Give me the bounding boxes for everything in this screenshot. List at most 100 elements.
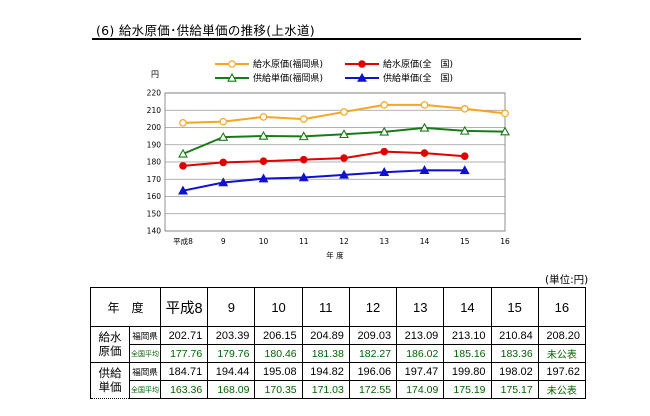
table-group-label-price: 供給 単価	[90, 362, 130, 399]
data-point	[460, 105, 469, 113]
data-point	[179, 162, 187, 170]
table-cell: 195.08	[254, 362, 303, 381]
data-point	[299, 155, 308, 164]
table-cell: 183.36	[490, 344, 539, 363]
x-tick-label: 9	[221, 237, 226, 246]
series-line	[182, 169, 465, 192]
group-label-line: 供給	[98, 367, 122, 380]
x-axis-title: 年 度	[326, 250, 344, 260]
table-year-header: 16	[537, 287, 587, 327]
table-year-header: 15	[490, 287, 539, 327]
legend-marker	[358, 60, 366, 68]
table-cell: 172.55	[348, 380, 398, 399]
table-cell: 175.19	[443, 380, 492, 399]
x-tick-label: 平成8	[173, 236, 193, 246]
table-cell: 168.09	[207, 380, 256, 399]
legend-label: 供給単価(全 国)	[383, 72, 453, 84]
y-tick-label: 150	[147, 209, 162, 218]
table-cell: 180.46	[254, 344, 303, 363]
y-tick-label: 170	[147, 175, 162, 184]
data-point	[459, 125, 470, 135]
data-point	[500, 126, 510, 136]
table-cell: 199.80	[443, 362, 492, 381]
table-cell: 213.09	[396, 326, 445, 345]
y-tick-label: 180	[147, 158, 162, 167]
table-cell: 203.39	[207, 326, 256, 345]
table-cell: 206.15	[254, 326, 303, 345]
table-cell: 179.76	[207, 344, 256, 363]
table-cell: 182.27	[348, 344, 398, 363]
data-point	[459, 165, 470, 175]
table-cell: 197.62	[537, 362, 587, 381]
x-tick-label: 11	[299, 237, 309, 246]
table-year-header: 12	[348, 287, 398, 327]
y-tick-label: 200	[147, 123, 162, 132]
y-tick-label: 160	[147, 192, 162, 201]
x-tick-label: 14	[420, 237, 430, 246]
table-row-label: 福岡県	[129, 362, 161, 381]
data-point	[258, 173, 269, 183]
table-year-header: 平成8	[159, 287, 209, 327]
data-point	[340, 108, 348, 116]
table-cell: 171.03	[301, 380, 350, 399]
group-label-line: 原価	[98, 345, 122, 358]
y-tick-label: 190	[147, 140, 162, 149]
data-point	[340, 154, 348, 162]
data-point	[339, 129, 349, 139]
table-row-label: 全国平均	[129, 380, 161, 399]
data-point	[259, 113, 268, 121]
data-point	[299, 115, 308, 123]
table-cell: 198.02	[490, 362, 539, 381]
data-point	[218, 177, 229, 187]
table-year-header: 11	[301, 287, 350, 327]
table-cell: 185.16	[443, 344, 492, 363]
data-point	[218, 131, 229, 141]
table-cell: 未公表	[537, 344, 587, 363]
data-point	[298, 172, 309, 182]
legend-label: 供給単価(福岡県)	[253, 72, 323, 84]
table-cell: 209.03	[348, 326, 398, 345]
data-point	[179, 119, 187, 127]
data-point	[178, 185, 188, 195]
table-cell: 204.89	[301, 326, 350, 345]
x-tick-label: 16	[500, 237, 510, 246]
data-point	[259, 157, 268, 166]
table-cell: 197.47	[396, 362, 445, 381]
data-point	[339, 169, 349, 179]
table-cell: 174.09	[396, 380, 445, 399]
legend-marker	[227, 72, 237, 82]
data-point	[420, 101, 429, 109]
legend-marker	[228, 60, 236, 68]
table-cell: 170.35	[254, 380, 303, 399]
data-point	[219, 158, 228, 167]
data-point	[380, 101, 389, 109]
data-point	[219, 117, 228, 126]
data-point	[419, 122, 430, 132]
table-row-cost-national: 全国平均 177.76 179.76 180.46 181.38 182.27 …	[91, 344, 587, 363]
table-header-row: 年 度 平成8 9 10 11 12 13 14 15 16	[90, 287, 587, 327]
y-tick-label: 210	[147, 106, 162, 115]
table-unit-note: (単位:円)	[545, 274, 589, 286]
plot-frame	[164, 92, 506, 232]
x-tick-label: 15	[460, 237, 470, 246]
section-heading: (6) 給水原価･供給単価の推移(上水道)	[96, 23, 315, 38]
table-year-header: 9	[207, 287, 256, 327]
table-row-label: 全国平均	[129, 344, 161, 363]
table-cell: 213.10	[443, 326, 492, 345]
data-point	[178, 148, 188, 158]
heading-underline	[92, 38, 581, 40]
table-group-label-cost: 給水 原価	[90, 326, 130, 363]
table-cell: 194.82	[301, 362, 350, 381]
data-point	[460, 152, 469, 161]
data-point	[258, 130, 269, 140]
table-cell: 177.76	[159, 344, 209, 363]
series-line	[182, 150, 465, 167]
x-tick-label: 13	[379, 237, 389, 246]
data-point	[379, 126, 390, 136]
table-cell: 163.36	[159, 380, 209, 399]
table-row-label: 福岡県	[129, 326, 161, 345]
data-point	[380, 147, 389, 156]
table-cell: 196.06	[348, 362, 398, 381]
table-cell: 175.17	[490, 380, 539, 399]
table-cell: 181.38	[301, 344, 350, 363]
